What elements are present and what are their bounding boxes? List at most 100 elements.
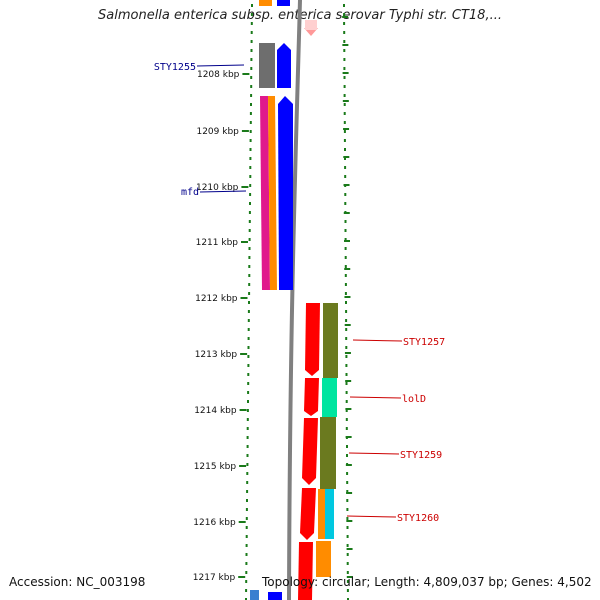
guide-dot bbox=[344, 274, 347, 277]
label-leader-line bbox=[348, 452, 400, 455]
feature-cyan-sty1260[interactable] bbox=[325, 489, 334, 539]
guide-dot bbox=[345, 364, 348, 367]
feature-blue-bottom[interactable] bbox=[268, 592, 282, 600]
guide-dot bbox=[346, 454, 348, 457]
feature-magenta-mfd[interactable] bbox=[260, 96, 270, 290]
guide-dot bbox=[249, 157, 252, 160]
feature-orange-mfd[interactable] bbox=[268, 96, 277, 290]
guide-dash bbox=[344, 268, 351, 270]
guide-dot bbox=[249, 193, 252, 196]
feature-grey-sty1255[interactable] bbox=[259, 43, 275, 88]
gene-label-mfd[interactable]: mfd bbox=[181, 187, 199, 198]
guide-dot bbox=[343, 112, 346, 115]
feature-red-sty1260[interactable] bbox=[300, 488, 316, 540]
feature-olive-sty1259[interactable] bbox=[320, 417, 336, 489]
guide-dot bbox=[247, 310, 250, 313]
guide-dot bbox=[346, 589, 349, 592]
guide-dot bbox=[346, 553, 349, 556]
guide-dot bbox=[346, 481, 349, 484]
gene-label-sty1259[interactable]: STY1259 bbox=[400, 450, 442, 461]
feature-pink-box[interactable] bbox=[305, 20, 317, 30]
scale-tick-mark bbox=[240, 297, 248, 299]
guide-dot bbox=[343, 139, 346, 142]
scale-tick-label: 1210 kbp bbox=[196, 183, 239, 193]
guide-dot bbox=[249, 148, 252, 151]
guide-dot bbox=[345, 319, 348, 322]
guide-dot bbox=[343, 130, 346, 133]
guide-dot bbox=[344, 247, 347, 250]
feature-blue-top[interactable] bbox=[277, 0, 290, 6]
guide-dot bbox=[345, 418, 348, 421]
gene-labels[interactable]: STY1255 mfd STY1257 lolD STY1259 STY1260 bbox=[154, 62, 445, 524]
guide-dot bbox=[250, 67, 253, 70]
guide-dot bbox=[346, 499, 349, 502]
feature-blue-sty1255[interactable] bbox=[277, 43, 291, 88]
guide-dot bbox=[249, 202, 251, 205]
guide-dot bbox=[249, 121, 252, 124]
gene-label-sty1260[interactable]: STY1260 bbox=[397, 513, 439, 524]
guide-dash bbox=[346, 548, 353, 550]
guide-dot bbox=[246, 490, 249, 493]
feature-aqua-lold[interactable] bbox=[322, 378, 337, 417]
label-leader-line bbox=[196, 64, 245, 67]
feature-red-sty1257[interactable] bbox=[305, 303, 320, 376]
feature-blue-bottom-left[interactable] bbox=[250, 590, 259, 600]
guide-dot bbox=[346, 535, 349, 538]
scale-ticks: 1208 kbp 1209 kbp 1210 kbp 1211 kbp 1212 kbp… bbox=[193, 70, 250, 583]
guide-dash bbox=[346, 520, 353, 522]
feature-red-bottom[interactable] bbox=[298, 542, 313, 600]
feature-orange-sty1260[interactable] bbox=[318, 489, 326, 539]
guide-dash bbox=[344, 240, 350, 242]
guide-dash bbox=[342, 72, 349, 74]
guide-dot bbox=[248, 292, 251, 295]
scale-tick-label: 1213 kbp bbox=[195, 350, 238, 360]
guide-dot bbox=[245, 580, 248, 583]
guide-dot bbox=[246, 427, 249, 430]
guide-dot bbox=[344, 157, 346, 160]
guide-dot bbox=[346, 517, 349, 520]
guide-dot bbox=[343, 13, 346, 16]
guide-dot bbox=[345, 427, 348, 430]
guide-dot bbox=[249, 175, 252, 178]
guide-dot bbox=[248, 256, 251, 259]
backbone-arc bbox=[287, 0, 302, 600]
guide-dash bbox=[345, 408, 352, 410]
guide-dot bbox=[247, 328, 250, 331]
feature-red-sty1259[interactable] bbox=[302, 418, 318, 485]
scale-tick-mark bbox=[239, 465, 247, 467]
guide-dash bbox=[343, 184, 350, 186]
guide-dot bbox=[246, 445, 249, 448]
scale-tick-mark bbox=[242, 73, 250, 75]
feature-red-lold[interactable] bbox=[304, 378, 319, 416]
guide-dot bbox=[248, 274, 251, 277]
guide-dot bbox=[248, 238, 251, 241]
feature-tracks[interactable] bbox=[250, 0, 338, 600]
guide-dot bbox=[346, 472, 349, 475]
gene-label-sty1257[interactable]: STY1257 bbox=[403, 337, 445, 348]
guide-dot bbox=[346, 508, 349, 511]
feature-orange-top[interactable] bbox=[259, 0, 272, 6]
guide-dash bbox=[342, 100, 349, 102]
guide-dot bbox=[245, 553, 248, 556]
guide-dash bbox=[346, 576, 353, 578]
guide-dash bbox=[345, 436, 352, 438]
guide-dot bbox=[346, 490, 349, 493]
guide-dot bbox=[345, 328, 348, 331]
dotted-guides bbox=[245, 4, 353, 600]
scale-tick-mark bbox=[239, 409, 247, 411]
guide-dot bbox=[343, 22, 346, 25]
gene-label-lold[interactable]: lolD bbox=[402, 394, 426, 405]
feature-blue-mfd[interactable] bbox=[278, 96, 293, 290]
guide-dot bbox=[250, 76, 253, 79]
label-leader-line bbox=[352, 339, 403, 342]
guide-dot bbox=[343, 40, 346, 43]
feature-olive-sty1257[interactable] bbox=[323, 303, 338, 378]
guide-dot bbox=[346, 544, 349, 547]
guide-dot bbox=[344, 166, 347, 169]
feature-orange-bottom[interactable] bbox=[316, 541, 331, 577]
gene-label-sty1255[interactable]: STY1255 bbox=[154, 62, 196, 73]
guide-dot bbox=[248, 283, 251, 286]
guide-dash bbox=[343, 128, 350, 130]
guide-dot bbox=[343, 85, 346, 88]
